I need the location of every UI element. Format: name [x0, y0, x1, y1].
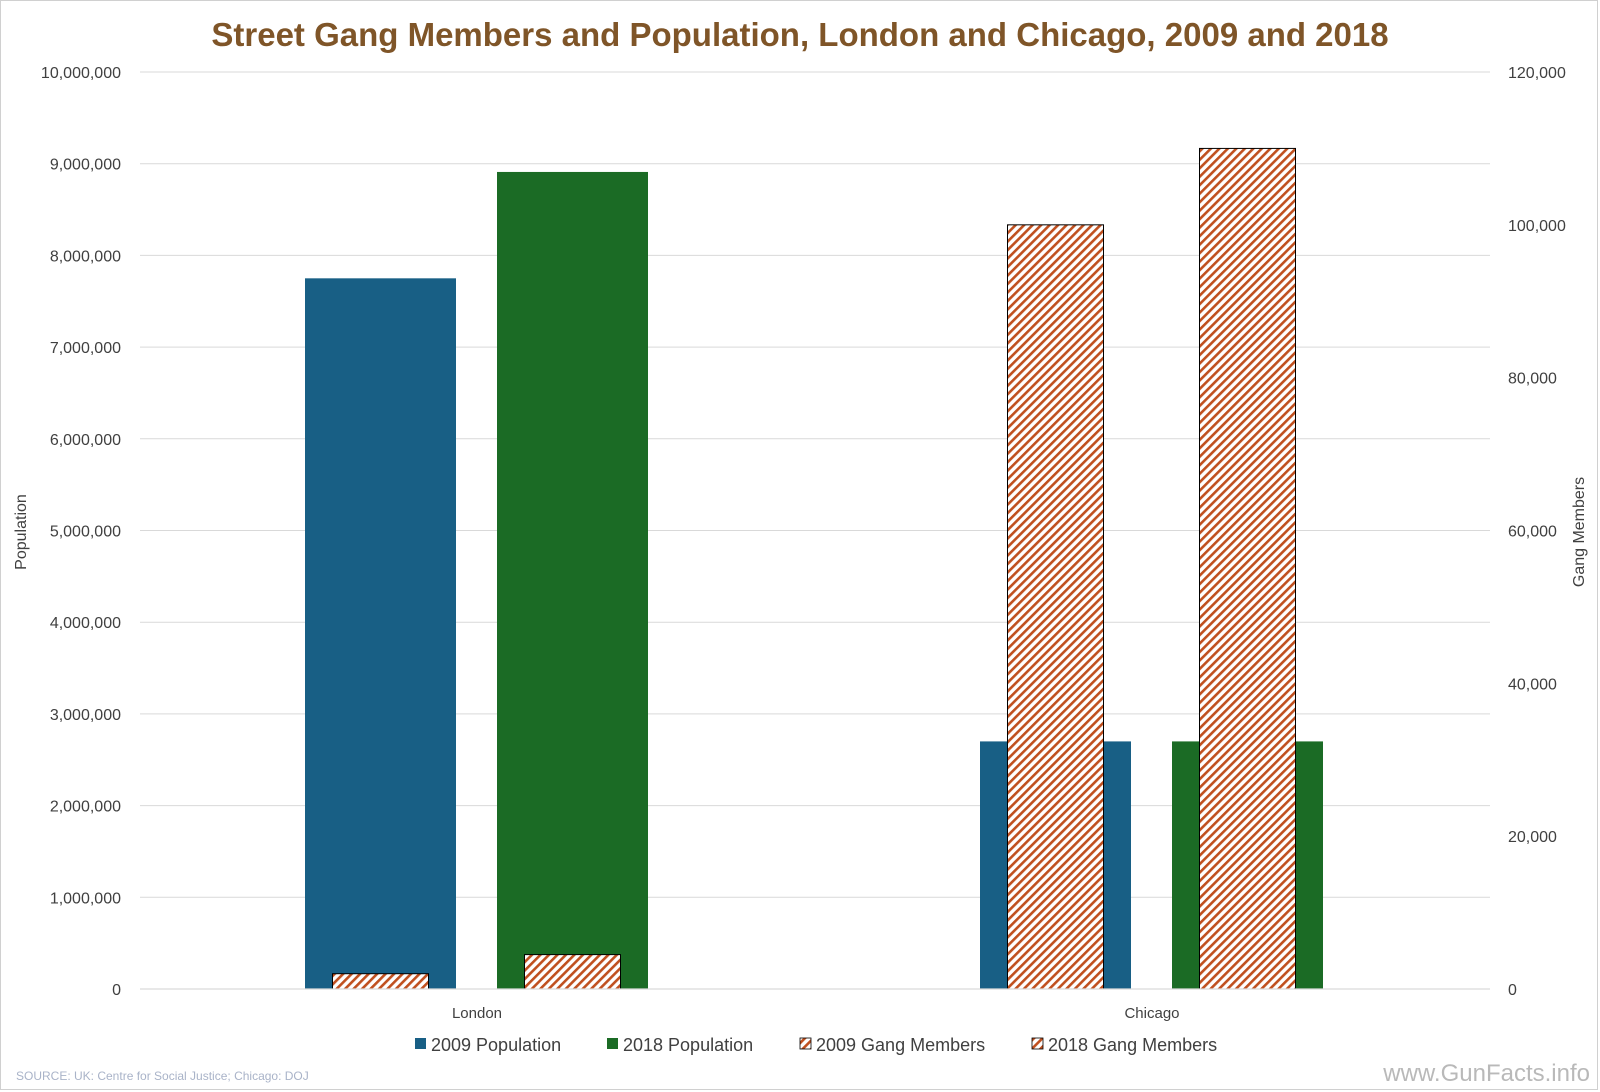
- legend-label-2018-gang-members: 2018 Gang Members: [1048, 1035, 1217, 1055]
- legend-label-2018-population: 2018 Population: [623, 1035, 753, 1055]
- bar-london-2009-gang-members: [332, 973, 429, 990]
- bar-chicago-2009-gang-members: [1007, 224, 1104, 990]
- category-label-chicago: Chicago: [1124, 1005, 1179, 1022]
- bar-chicago-2018-gang-members: [1199, 147, 1296, 990]
- chart-title: Street Gang Members and Population, Lond…: [211, 16, 1388, 53]
- right-tick-label: 100,000: [1508, 218, 1566, 235]
- right-tick-label: 0: [1508, 982, 1517, 999]
- right-axis-title: Gang Members: [1571, 477, 1588, 587]
- right-tick-label: 120,000: [1508, 65, 1566, 82]
- left-tick-label: 4,000,000: [50, 615, 121, 632]
- left-tick-label: 8,000,000: [50, 248, 121, 265]
- category-label-london: London: [452, 1005, 502, 1022]
- legend-swatch-2009-population: [415, 1038, 426, 1049]
- left-tick-label: 5,000,000: [50, 524, 121, 541]
- bar-london-2009-population: [305, 278, 456, 989]
- left-tick-label: 1,000,000: [50, 890, 121, 907]
- left-tick-label: 7,000,000: [50, 340, 121, 357]
- left-tick-label: 3,000,000: [50, 707, 121, 724]
- legend-label-2009-gang-members: 2009 Gang Members: [816, 1035, 985, 1055]
- left-tick-label: 2,000,000: [50, 799, 121, 816]
- bar-london-2018-gang-members: [524, 954, 621, 990]
- source-note: SOURCE: UK: Centre for Social Justice; C…: [16, 1069, 309, 1083]
- watermark: www.GunFacts.info: [1382, 1060, 1590, 1087]
- legend-swatch-2018-population: [607, 1038, 618, 1049]
- bar-london-2018-population: [497, 171, 648, 989]
- right-tick-label: 60,000: [1508, 524, 1557, 541]
- right-axis-ticks: 0 20,000 40,000 60,000 80,000 100,000 120,000: [1508, 65, 1566, 999]
- legend: 2009 Population 2018 Population 2009 Gan…: [415, 1035, 1217, 1055]
- left-axis-ticks: 0 1,000,000 2,000,000 3,000,000 4,000,000 5,0…: [41, 65, 121, 999]
- legend-swatch-2009-gang-members: [799, 1037, 812, 1050]
- legend-label-2009-population: 2009 Population: [431, 1035, 561, 1055]
- left-tick-label: 10,000,000: [41, 65, 121, 82]
- left-tick-label: 9,000,000: [50, 157, 121, 174]
- legend-swatch-2018-gang-members: [1031, 1037, 1044, 1050]
- left-tick-label: 0: [112, 982, 121, 999]
- right-tick-label: 40,000: [1508, 676, 1557, 693]
- left-tick-label: 6,000,000: [50, 432, 121, 449]
- right-tick-label: 20,000: [1508, 829, 1557, 846]
- gang-member-bars: [332, 147, 1296, 990]
- population-bars: [305, 171, 1323, 989]
- left-axis-title: Population: [13, 494, 30, 570]
- right-tick-label: 80,000: [1508, 371, 1557, 388]
